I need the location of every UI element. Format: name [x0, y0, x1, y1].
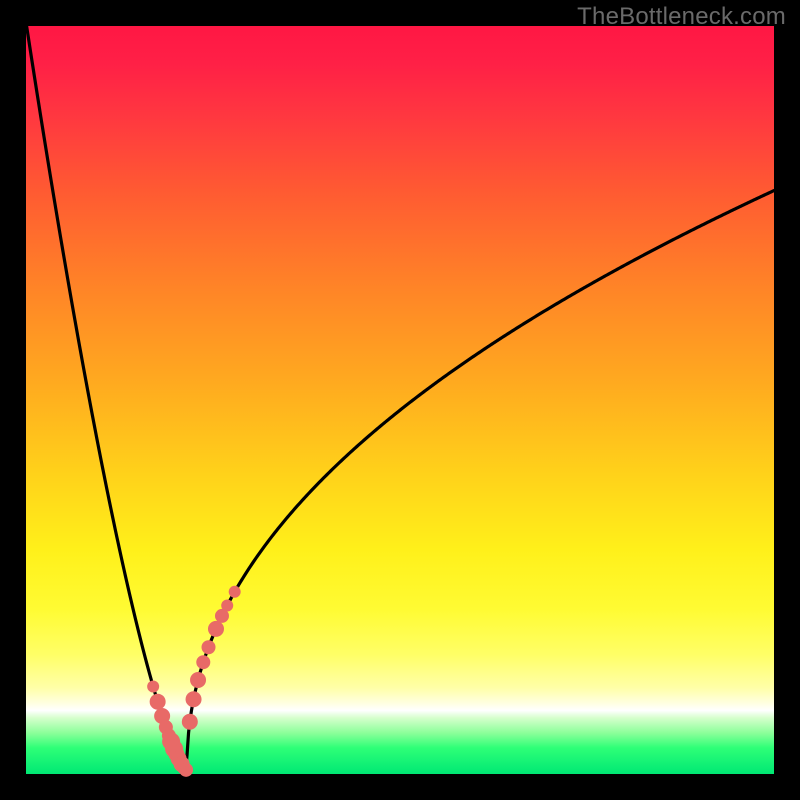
- chart-gradient-area: [26, 26, 774, 774]
- watermark-text: TheBottleneck.com: [577, 3, 786, 31]
- chart-stage: TheBottleneck.com: [0, 0, 800, 800]
- chart-border-bottom: [0, 774, 800, 800]
- chart-border-left: [0, 0, 26, 800]
- chart-border-right: [774, 0, 800, 800]
